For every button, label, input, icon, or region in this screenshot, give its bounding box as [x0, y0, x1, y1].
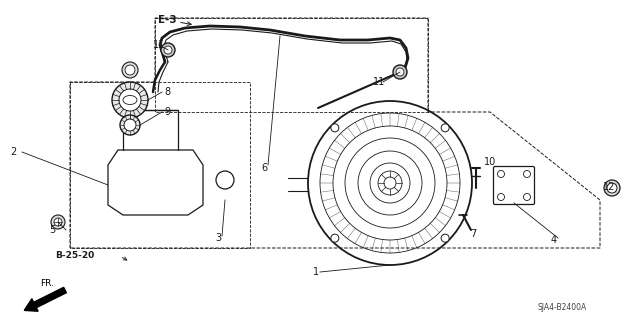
Text: B-25-20: B-25-20	[55, 251, 94, 261]
Text: 9: 9	[164, 107, 170, 117]
Circle shape	[441, 234, 449, 242]
Circle shape	[112, 82, 148, 118]
Circle shape	[122, 62, 138, 78]
Text: SJA4-B2400A: SJA4-B2400A	[538, 303, 588, 313]
Text: 3: 3	[215, 233, 221, 243]
Circle shape	[164, 46, 172, 54]
Circle shape	[120, 115, 140, 135]
Text: 1: 1	[313, 267, 319, 277]
Text: 12: 12	[603, 182, 616, 192]
Circle shape	[524, 194, 531, 201]
Circle shape	[161, 43, 175, 57]
Circle shape	[54, 218, 62, 226]
Circle shape	[393, 65, 407, 79]
Text: 7: 7	[470, 229, 476, 239]
Circle shape	[119, 89, 141, 111]
Bar	[155, 18, 428, 112]
FancyArrow shape	[24, 287, 67, 311]
Text: 10: 10	[484, 157, 496, 167]
Text: 11: 11	[153, 40, 165, 50]
Circle shape	[331, 234, 339, 242]
Text: 6: 6	[261, 163, 267, 173]
Circle shape	[441, 124, 449, 132]
Circle shape	[124, 119, 136, 131]
Text: 5: 5	[49, 225, 55, 235]
Circle shape	[125, 65, 135, 75]
Circle shape	[604, 180, 620, 196]
Circle shape	[497, 194, 504, 201]
Circle shape	[51, 215, 65, 229]
Circle shape	[396, 68, 404, 76]
Bar	[70, 82, 250, 248]
Text: FR.: FR.	[40, 278, 54, 287]
Text: 4: 4	[551, 235, 557, 245]
Circle shape	[331, 124, 339, 132]
Circle shape	[524, 170, 531, 177]
Text: 8: 8	[164, 87, 170, 97]
Circle shape	[607, 183, 617, 193]
Text: 11: 11	[373, 77, 385, 87]
Text: E-3: E-3	[158, 15, 177, 25]
Circle shape	[497, 170, 504, 177]
Text: 2: 2	[10, 147, 16, 157]
